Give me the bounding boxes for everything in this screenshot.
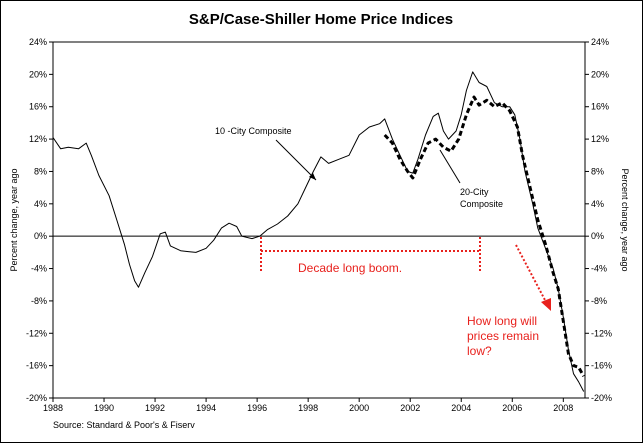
x-tick-label: 2004	[451, 403, 471, 413]
pointer	[439, 149, 461, 184]
annotation: How long will	[467, 314, 537, 328]
y2-tick-label: 0%	[591, 231, 604, 241]
y-tick-label: 8%	[34, 166, 47, 176]
arrow	[515, 244, 547, 303]
annotation: 10 -City Composite	[215, 126, 292, 136]
annotation: Composite	[460, 199, 503, 209]
plot-area	[52, 41, 586, 399]
y-tick-label: 20%	[29, 69, 47, 79]
chart-title: S&P/Case-Shiller Home Price Indices	[189, 11, 453, 28]
y-tick-label: -16%	[26, 361, 47, 371]
y-tick-label: 4%	[34, 199, 47, 209]
series-line	[52, 71, 585, 392]
x-tick-label: 2008	[553, 403, 573, 413]
annotation: prices remain	[467, 329, 539, 343]
y-tick-label: 12%	[29, 134, 47, 144]
pointer-head	[309, 173, 316, 180]
y-tick-label: 24%	[29, 37, 47, 47]
pointer	[275, 139, 317, 181]
y-axis-label: Percent change, year ago	[9, 168, 19, 271]
arrow-head	[541, 298, 551, 311]
x-tick-label: 1988	[43, 403, 63, 413]
y2-axis-label: Percent change, year ago	[620, 168, 630, 271]
x-tick-label: 1990	[94, 403, 114, 413]
y2-tick-label: -8%	[591, 296, 607, 306]
x-tick-label: 1992	[145, 403, 165, 413]
y-tick-label: -8%	[31, 296, 47, 306]
y2-tick-label: 12%	[591, 134, 609, 144]
y2-tick-label: 16%	[591, 102, 609, 112]
annotation: 20-City	[460, 187, 489, 197]
y-tick-label: 0%	[34, 231, 47, 241]
y2-tick-label: 20%	[591, 69, 609, 79]
x-tick-label: 2002	[400, 403, 420, 413]
y-tick-label: -4%	[31, 264, 47, 274]
y2-tick-label: 8%	[591, 166, 604, 176]
series-line	[383, 95, 586, 377]
y2-tick-label: -12%	[591, 328, 612, 338]
x-tick-label: 2006	[502, 403, 522, 413]
y-tick-label: -12%	[26, 328, 47, 338]
y2-tick-label: 24%	[591, 37, 609, 47]
y2-tick-label: -4%	[591, 264, 607, 274]
x-tick-label: 1998	[298, 403, 318, 413]
annotation: low?	[467, 344, 492, 358]
y2-tick-label: -20%	[591, 393, 612, 403]
y2-tick-label: -16%	[591, 361, 612, 371]
y-tick-label: 16%	[29, 102, 47, 112]
x-tick-label: 2000	[349, 403, 369, 413]
y2-tick-label: 4%	[591, 199, 604, 209]
source-note: Source: Standard & Poor's & Fiserv	[53, 420, 195, 430]
bracket	[260, 237, 481, 273]
x-tick-label: 1994	[196, 403, 216, 413]
annotation: Decade long boom.	[298, 261, 402, 275]
y-tick-label: -20%	[26, 393, 47, 403]
x-tick-label: 1996	[247, 403, 267, 413]
